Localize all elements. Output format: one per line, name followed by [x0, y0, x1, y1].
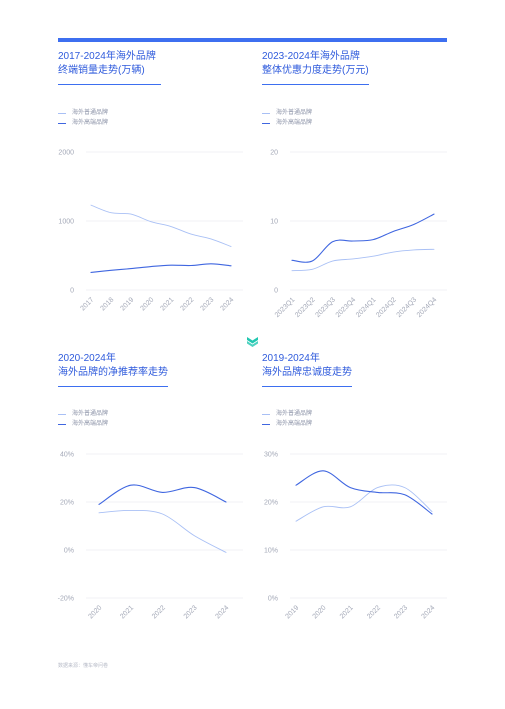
x-tick-label: 2019 [284, 604, 300, 620]
title-line-1: 2017-2024年海外品牌 [58, 51, 156, 62]
title-underline [58, 84, 161, 85]
legend-swatch [262, 413, 270, 415]
panel-title: 2019-2024年 海外品牌忠诚度走势 [262, 352, 452, 380]
legend-item-regular: 海外普通品牌 [58, 409, 108, 419]
panel-loyalty: 2019-2024年 海外品牌忠诚度走势 [262, 352, 452, 387]
legend-item-premium: 海外高端品牌 [58, 118, 108, 128]
x-tick-label: 2024Q4 [416, 296, 439, 319]
y-tick-label: 20 [270, 150, 278, 157]
x-tick-label: 2020 [139, 296, 155, 312]
x-tick-label: 2019 [119, 296, 135, 312]
x-tick-label: 2018 [99, 296, 115, 312]
legend-swatch [262, 122, 270, 124]
legend-swatch [58, 413, 66, 415]
legend-swatch [58, 112, 66, 114]
x-tick-label: 2021 [119, 604, 135, 620]
x-tick-label: 2023 [199, 296, 215, 312]
series-line-premium [291, 213, 435, 263]
title-line-2: 海外品牌的净推荐率走势 [58, 367, 168, 378]
title-underline [58, 386, 168, 387]
legend-item-regular: 海外普通品牌 [58, 108, 108, 118]
x-tick-label: 2024 [420, 604, 436, 620]
title-line-2: 整体优惠力度走势(万元) [262, 65, 369, 76]
legend-item-regular: 海外普通品牌 [262, 108, 312, 118]
y-tick-label: 0% [64, 548, 74, 555]
x-tick-label: 2024 [219, 296, 235, 312]
x-tick-label: 2021 [159, 296, 175, 312]
panel-sales: 2017-2024年海外品牌 终端销量走势(万辆) [58, 50, 248, 85]
x-tick-label: 2021 [339, 604, 355, 620]
y-tick-label: 10% [264, 548, 278, 555]
series-line-regular [291, 248, 435, 272]
legend-swatch [58, 423, 66, 425]
y-tick-label: -20% [58, 596, 74, 603]
x-tick-label: 2020 [87, 604, 103, 620]
title-underline [262, 84, 369, 85]
y-tick-label: 40% [60, 452, 74, 459]
title-line-1: 2020-2024年 [58, 353, 116, 364]
x-tick-label: 2023Q3 [314, 296, 337, 319]
title-line-1: 2019-2024年 [262, 353, 320, 364]
source-note: 数据来源：懂车帝问卷 [58, 663, 109, 669]
x-tick-label: 2024Q3 [396, 296, 419, 319]
legend-item-premium: 海外高端品牌 [262, 419, 312, 429]
x-tick-label: 2024Q1 [355, 296, 378, 319]
y-tick-label: 0 [70, 288, 74, 295]
panel-discount: 2023-2024年海外品牌 整体优惠力度走势(万元) [262, 50, 452, 85]
x-tick-label: 2022 [179, 296, 195, 312]
panel-nps: 2020-2024年 海外品牌的净推荐率走势 [58, 352, 248, 387]
y-tick-label: 30% [264, 452, 278, 459]
x-tick-label: 2023 [393, 604, 409, 620]
x-tick-label: 2024 [214, 604, 230, 620]
series-line-premium [295, 470, 433, 515]
series-line-premium [98, 484, 227, 505]
panel-title: 2020-2024年 海外品牌的净推荐率走势 [58, 352, 248, 380]
series-line-regular [295, 484, 433, 522]
y-tick-label: 10 [270, 219, 278, 226]
legend: 海外普通品牌 海外高端品牌 [58, 409, 108, 429]
title-line-1: 2023-2024年海外品牌 [262, 51, 360, 62]
y-tick-label: 0% [268, 596, 278, 603]
x-tick-label: 2023Q1 [274, 296, 297, 319]
x-tick-label: 2023Q4 [335, 296, 358, 319]
title-line-2: 终端销量走势(万辆) [58, 65, 145, 76]
title-line-2: 海外品牌忠诚度走势 [262, 367, 352, 378]
series-line-premium [90, 263, 232, 273]
top-accent-bar [58, 38, 447, 42]
x-tick-label: 2023Q2 [294, 296, 317, 319]
title-underline [262, 386, 352, 387]
panel-title: 2023-2024年海外品牌 整体优惠力度走势(万元) [262, 50, 452, 78]
series-line-regular [98, 509, 227, 553]
x-tick-label: 2022 [151, 604, 167, 620]
x-tick-label: 2024Q2 [375, 296, 398, 319]
x-tick-label: 2023 [183, 604, 199, 620]
panel-title: 2017-2024年海外品牌 终端销量走势(万辆) [58, 50, 248, 78]
legend-item-premium: 海外高端品牌 [58, 419, 108, 429]
legend-item-premium: 海外高端品牌 [262, 118, 312, 128]
series-line-regular [90, 204, 232, 247]
stacked-chevron-logo-icon [246, 334, 259, 352]
legend: 海外普通品牌 海外高端品牌 [262, 409, 312, 429]
x-tick-label: 2022 [366, 604, 382, 620]
y-tick-label: 20% [60, 500, 74, 507]
legend: 海外普通品牌 海外高端品牌 [262, 108, 312, 128]
y-tick-label: 2000 [58, 150, 74, 157]
y-tick-label: 20% [264, 500, 278, 507]
legend: 海外普通品牌 海外高端品牌 [58, 108, 108, 128]
legend-swatch [262, 112, 270, 114]
y-tick-label: 0 [274, 288, 278, 295]
x-tick-label: 2017 [79, 296, 95, 312]
y-tick-label: 1000 [58, 219, 74, 226]
x-tick-label: 2020 [312, 604, 328, 620]
legend-item-regular: 海外普通品牌 [262, 409, 312, 419]
legend-swatch [262, 423, 270, 425]
legend-swatch [58, 122, 66, 124]
